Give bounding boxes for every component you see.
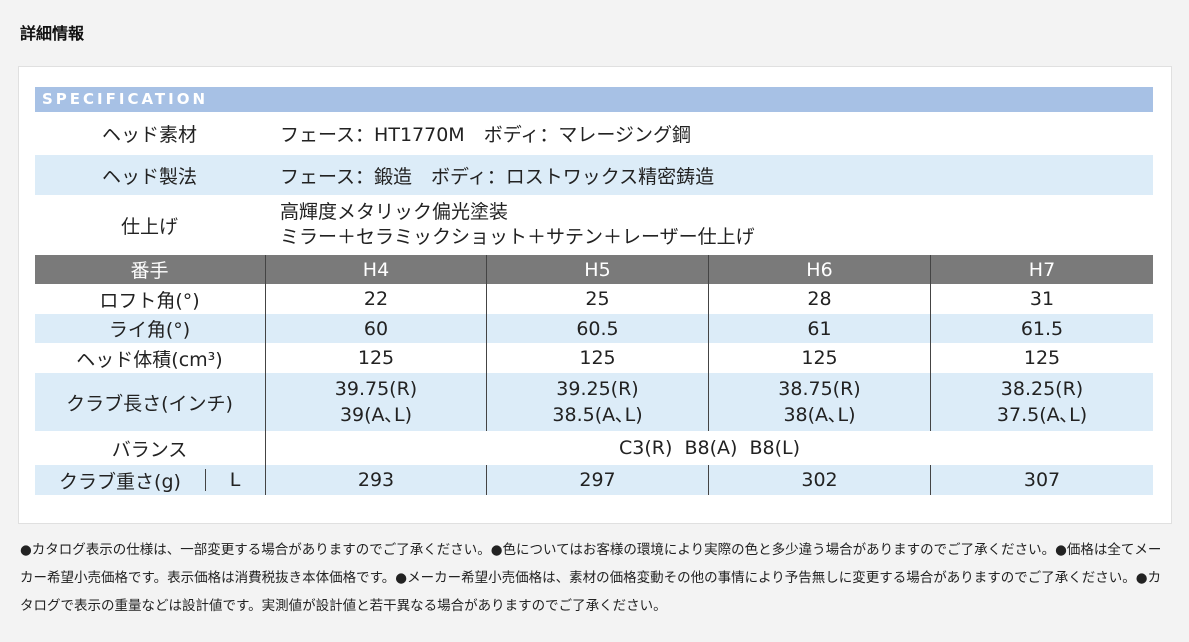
- length-value: 38.75(R) 38(A､L): [708, 373, 930, 431]
- head-material-row: ヘッド素材 フェース：HT1770M ボディ：マレージング鋼: [35, 112, 1153, 155]
- length-label: クラブ長さ(インチ): [66, 392, 233, 415]
- section-title: 詳細情報: [20, 24, 85, 43]
- length-value-r: 39.75(R): [334, 378, 418, 400]
- length-value-r: 39.25(R): [556, 378, 639, 400]
- lie-label: ライ角(°): [108, 319, 191, 341]
- length-row: クラブ長さ(インチ) 39.75(R) 39(A､L) 39.25(R) 38.…: [35, 373, 1153, 431]
- head-material-value: フェース：HT1770M ボディ：マレージング鋼: [280, 112, 1140, 155]
- head-material-label: ヘッド素材: [101, 124, 197, 146]
- volume-value: 125: [930, 343, 1153, 373]
- weight-flex: L: [229, 469, 241, 491]
- head-method-label: ヘッド製法: [101, 165, 197, 188]
- balance-row: バランス C3(R) B8(A) B8(L): [35, 431, 1153, 465]
- lie-value: 60.5: [486, 314, 708, 343]
- length-value: 39.75(R) 39(A､L): [265, 373, 486, 431]
- weight-value: 307: [930, 465, 1153, 495]
- lie-value: 61: [708, 314, 930, 343]
- length-value: 39.25(R) 38.5(A､L): [486, 373, 708, 431]
- length-value-al: 39(A､L): [339, 404, 413, 426]
- volume-label: ヘッド体積(cm³): [76, 348, 223, 371]
- column-header-h7: H7: [930, 255, 1153, 284]
- club-number-label: 番手: [130, 260, 169, 282]
- loft-value: 28: [708, 284, 930, 314]
- weight-value: 293: [265, 465, 486, 495]
- loft-value: 22: [265, 284, 486, 314]
- length-value-al: 37.5(A､L): [996, 404, 1088, 426]
- weight-row: クラブ重さ(g) L 293 297 302 307: [35, 465, 1153, 495]
- length-value-r: 38.25(R): [1000, 378, 1084, 400]
- head-method-row: ヘッド製法 フェース：鍛造 ボディ：ロストワックス精密鋳造: [35, 155, 1153, 195]
- length-value-al: 38.5(A､L): [552, 404, 643, 426]
- column-header-h4: H4: [265, 255, 486, 284]
- length-value-al: 38(A､L): [783, 404, 856, 426]
- volume-value: 125: [265, 343, 486, 373]
- weight-divider: [205, 469, 206, 491]
- weight-value: 297: [486, 465, 708, 495]
- head-method-value: フェース：鍛造 ボディ：ロストワックス精密鋳造: [280, 155, 1140, 195]
- finish-text-line2: ミラー＋セラミックショット＋サテン＋レーザー仕上げ: [280, 226, 755, 248]
- volume-row: ヘッド体積(cm³) 125 125 125 125: [35, 343, 1153, 373]
- volume-value: 125: [486, 343, 708, 373]
- volume-value: 125: [708, 343, 930, 373]
- finish-value: 高輝度メタリック偏光塗装 ミラー＋セラミックショット＋サテン＋レーザー仕上げ: [280, 195, 1140, 255]
- spec-panel: SPECIFICATION ヘッド素材 フェース：HT1770M ボディ：マレー…: [18, 66, 1172, 524]
- weight-value: 302: [708, 465, 930, 495]
- length-value-r: 38.75(R): [778, 378, 861, 400]
- finish-row: 仕上げ 高輝度メタリック偏光塗装 ミラー＋セラミックショット＋サテン＋レーザー仕…: [35, 195, 1153, 255]
- loft-value: 25: [486, 284, 708, 314]
- club-number-header-row: 番手 H4 H5 H6 H7: [35, 255, 1153, 284]
- lie-value: 60: [265, 314, 486, 343]
- weight-label: クラブ重さ(g): [59, 470, 181, 493]
- loft-row: ロフト角(°) 22 25 28 31: [35, 284, 1153, 314]
- length-value: 38.25(R) 37.5(A､L): [930, 373, 1153, 431]
- balance-value: C3(R) B8(A) B8(L): [265, 431, 1153, 465]
- head-method-text: フェース：鍛造 ボディ：ロストワックス精密鋳造: [280, 165, 715, 188]
- loft-label: ロフト角(°): [99, 289, 200, 312]
- head-material-text: フェース：HT1770M ボディ：マレージング鋼: [280, 124, 691, 146]
- column-header-h5: H5: [486, 255, 708, 284]
- finish-text-line1: 高輝度メタリック偏光塗装: [280, 201, 509, 223]
- lie-row: ライ角(°) 60 60.5 61 61.5: [35, 314, 1153, 343]
- spec-header: SPECIFICATION: [35, 87, 1153, 112]
- balance-label: バランス: [111, 438, 188, 461]
- lie-value: 61.5: [930, 314, 1153, 343]
- loft-value: 31: [930, 284, 1153, 314]
- disclaimer-notes: ●カタログ表示の仕様は、一部変更する場合がありますのでご了承ください。●色につい…: [20, 542, 1162, 614]
- finish-label: 仕上げ: [120, 215, 178, 238]
- column-header-h6: H6: [708, 255, 930, 284]
